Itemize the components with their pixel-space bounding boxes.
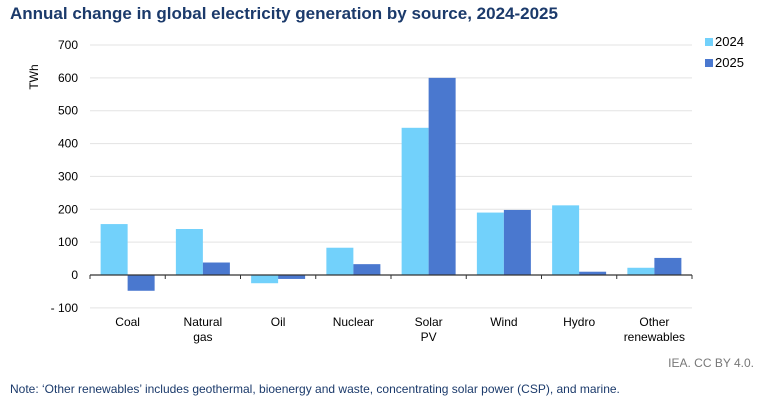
legend-label-2024: 2024 [715,34,744,49]
y-tick-label: 500 [58,104,78,118]
y-tick-label: 600 [58,71,78,85]
y-tick-label: - 100 [51,301,79,315]
x-tick-label: Nuclear [333,315,374,329]
x-tick-label: Wind [490,315,517,329]
bar-2025-oil [278,275,306,279]
bar-2024-solar-pv [401,127,429,275]
x-tick-label: Coal [115,315,140,329]
y-axis-label: TWh [27,64,41,89]
x-tick-label: Oil [271,315,286,329]
bar-2025-natural-gas [202,262,230,275]
legend-swatch-2025 [705,59,713,67]
x-tick-label: PV [421,330,437,344]
y-tick-label: 200 [58,202,78,216]
source-credit: IEA. CC BY 4.0. [668,356,754,370]
bar-2025-solar-pv [428,77,456,275]
bar-2024-oil [251,275,279,284]
y-tick-label: 100 [58,235,78,249]
y-tick-label: 400 [58,137,78,151]
x-tick-label: Other [639,315,669,329]
bar-2025-nuclear [353,264,381,275]
x-tick-label: renewables [624,330,685,344]
x-tick-label: gas [193,330,212,344]
bar-chart: 700 600 500 400 300 200 100 0 - 100 TWh Coal Natura… [27,34,744,344]
chart-title: Annual change in global electricity gene… [10,4,558,23]
bar-2024-wind [476,212,504,275]
bar-2024-hydro [552,205,580,275]
y-tick-label: 700 [58,38,78,52]
legend-swatch-2024 [705,38,713,46]
x-tick-label: Hydro [563,315,595,329]
footnote: Note: ‘Other renewables’ includes geothe… [10,382,620,396]
bar-2025-other-renewables [654,257,682,275]
bar-2024-other-renewables [627,267,655,275]
bar-2025-wind [503,209,531,275]
bar-2024-natural-gas [175,229,203,275]
bar-2024-nuclear [326,247,354,275]
y-tick-label: 0 [71,268,78,282]
bar-2025-coal [127,275,155,291]
bar-2025-hydro [579,271,607,275]
y-tick-label: 300 [58,169,78,183]
legend-label-2025: 2025 [715,55,744,70]
x-tick-label: Natural [184,315,223,329]
bar-2024-coal [100,224,128,275]
x-tick-label: Solar [415,315,443,329]
